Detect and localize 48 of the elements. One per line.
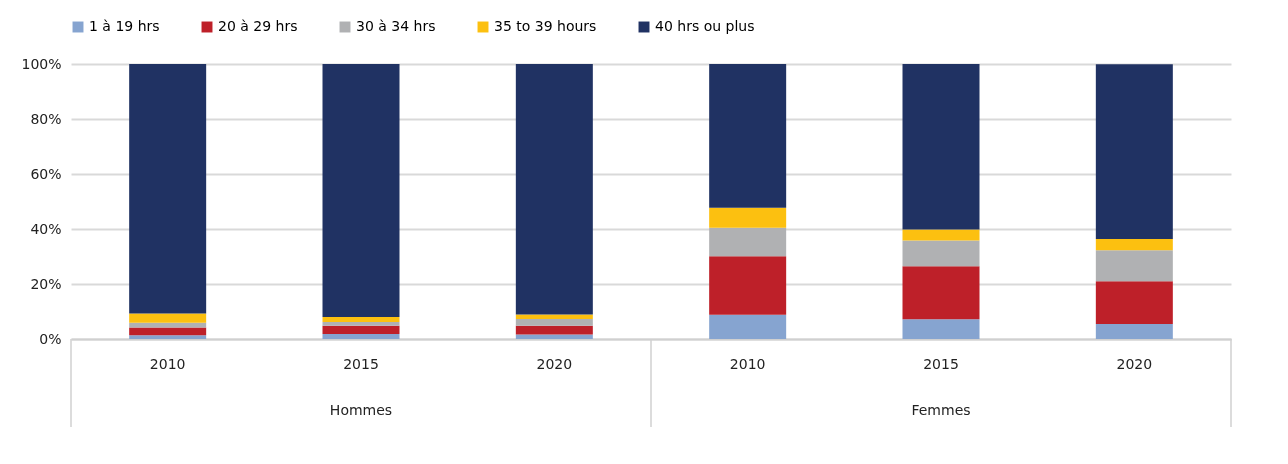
bar (515, 334, 593, 339)
bar (322, 317, 400, 322)
bar (322, 334, 400, 339)
bar (129, 327, 207, 336)
x-tick-label: 2020 (536, 355, 573, 372)
bar (515, 318, 593, 326)
bar (709, 64, 787, 208)
y-tick-label: 60% (30, 165, 62, 182)
bar (1095, 281, 1173, 324)
bar (709, 256, 787, 315)
legend-label: 1 à 19 hrs (89, 18, 160, 34)
y-tick-label: 40% (30, 220, 62, 237)
legend-label: 20 à 29 hrs (218, 18, 298, 34)
text: Femmes (911, 402, 971, 418)
legend-label: 30 à 34 hrs (356, 18, 436, 34)
bar (902, 319, 980, 339)
bar (902, 229, 980, 241)
y-tick-label: 0% (39, 330, 62, 347)
bar (515, 314, 593, 319)
y-tick-label: 100% (21, 55, 62, 72)
y-tick-label: 20% (30, 275, 62, 292)
bar (902, 240, 980, 267)
bar (129, 313, 207, 323)
bar (129, 64, 207, 314)
x-tick-label: 2015 (343, 355, 379, 372)
bar (322, 321, 400, 326)
bar (709, 314, 787, 339)
bar (515, 325, 593, 335)
bar (709, 207, 787, 228)
bar (1095, 64, 1173, 239)
x-tick-label: 2010 (729, 355, 766, 372)
x-tick-label: 2015 (923, 355, 959, 372)
bar (1095, 323, 1173, 339)
legend-label: 40 hrs ou plus (655, 18, 755, 34)
bar (1095, 238, 1173, 251)
bar (129, 335, 207, 339)
bar (709, 227, 787, 257)
bar (515, 64, 593, 315)
bar (322, 64, 400, 317)
bar (902, 64, 980, 230)
bar (1095, 250, 1173, 282)
text: Hommes (329, 402, 393, 418)
x-tick-label: 2020 (1116, 355, 1153, 372)
bar (902, 266, 980, 320)
y-tick-label: 80% (30, 110, 62, 127)
x-tick-label: 2010 (149, 355, 186, 372)
bar (322, 325, 400, 335)
legend-label: 35 to 39 hours (494, 18, 597, 34)
